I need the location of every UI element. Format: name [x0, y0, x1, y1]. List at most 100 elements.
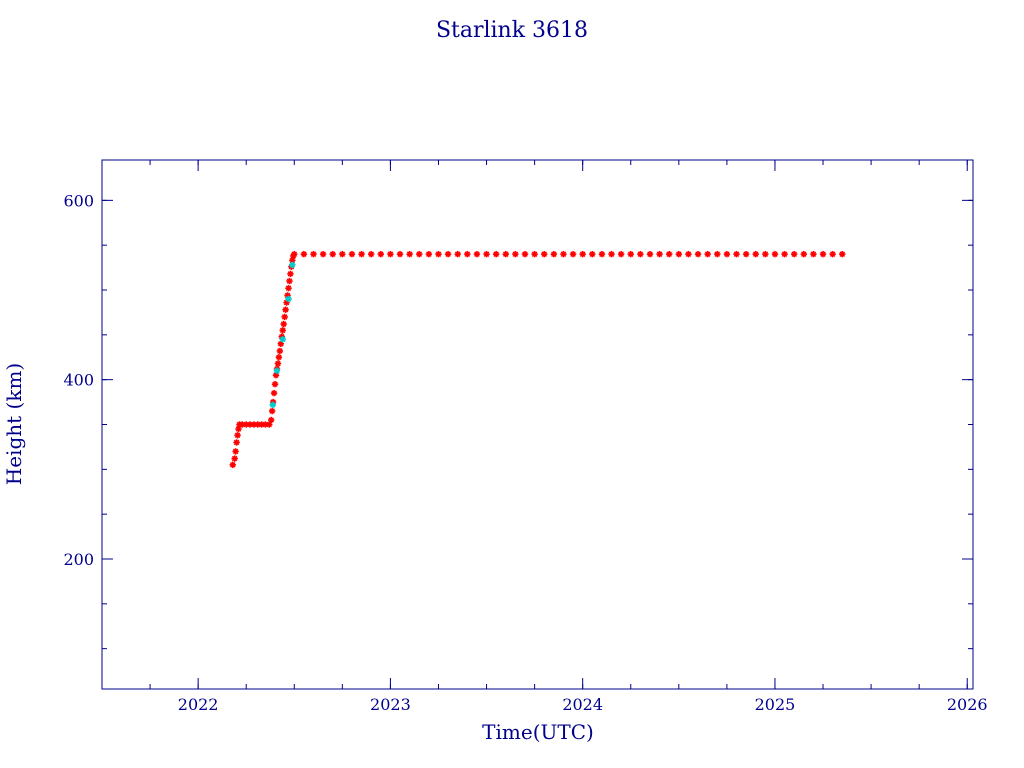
data-point — [396, 250, 404, 258]
data-point — [319, 250, 327, 258]
y-tick-label: 200 — [63, 550, 94, 569]
data-point — [229, 461, 236, 469]
data-point — [666, 250, 673, 258]
data-point — [723, 250, 731, 258]
data-point — [771, 250, 779, 258]
data-point — [377, 250, 384, 258]
data-point — [829, 250, 836, 258]
plot-frame — [101, 159, 974, 690]
x-tick-label: 2026 — [947, 695, 988, 714]
y-tick-label: 400 — [63, 371, 94, 390]
data-point — [742, 250, 750, 258]
data-point — [285, 295, 292, 303]
data-point — [329, 250, 336, 258]
data-point — [435, 250, 442, 258]
data-point — [685, 250, 692, 258]
data-point — [694, 250, 702, 258]
data-point — [279, 327, 286, 334]
data-point — [627, 250, 634, 258]
data-point — [579, 250, 586, 258]
data-point — [232, 448, 239, 455]
axis-tick-labels: 2022 2023 2024 2025 2026 200 400 600 — [63, 191, 987, 714]
x-axis-label: Time(UTC) — [482, 720, 594, 744]
data-point — [512, 250, 519, 258]
x-tick-label: 2022 — [178, 695, 219, 714]
data-point — [839, 250, 846, 258]
data-point — [790, 250, 798, 258]
data-point — [285, 285, 292, 292]
data-point — [279, 336, 286, 343]
data-point — [589, 250, 596, 258]
data-point — [541, 250, 548, 258]
data-points — [229, 250, 846, 469]
data-point — [270, 389, 278, 397]
data-point — [704, 250, 711, 258]
data-point — [492, 250, 500, 258]
x-tick-label: 2023 — [370, 695, 411, 714]
data-point — [387, 250, 394, 258]
data-point — [646, 250, 654, 258]
data-point — [656, 250, 663, 258]
data-point — [800, 250, 807, 258]
data-point — [608, 250, 615, 258]
data-point — [289, 261, 296, 269]
x-tick-label: 2024 — [562, 695, 603, 714]
data-point — [637, 250, 644, 258]
data-point — [300, 250, 308, 258]
data-point — [454, 250, 461, 258]
data-point — [268, 407, 276, 415]
x-tick-label: 2025 — [755, 695, 796, 714]
data-point — [276, 347, 284, 355]
data-point — [291, 250, 298, 258]
data-point — [275, 354, 283, 361]
data-point — [406, 250, 413, 258]
data-point — [310, 250, 317, 258]
data-point — [598, 250, 606, 258]
plot-area — [101, 159, 974, 690]
data-point — [531, 250, 538, 258]
data-point — [282, 306, 289, 313]
data-point — [273, 367, 281, 374]
data-point — [348, 250, 356, 258]
data-point — [339, 250, 346, 258]
data-point — [569, 250, 577, 258]
data-point — [675, 250, 683, 258]
data-point — [483, 250, 490, 258]
data-point — [287, 270, 294, 278]
data-point — [781, 250, 788, 258]
data-point — [281, 313, 288, 321]
data-point — [473, 250, 481, 258]
data-point — [268, 416, 275, 424]
data-point — [762, 250, 769, 258]
data-point — [367, 250, 375, 258]
data-point — [521, 250, 529, 258]
y-tick-label: 600 — [63, 191, 94, 210]
data-point — [280, 320, 287, 328]
data-point — [274, 360, 282, 367]
data-point — [271, 380, 279, 388]
data-point — [425, 250, 433, 258]
data-point — [733, 250, 740, 258]
data-point — [752, 250, 759, 258]
data-point — [234, 432, 241, 439]
data-point — [810, 250, 817, 258]
data-point — [444, 250, 452, 258]
data-point — [286, 277, 293, 285]
data-point — [502, 250, 509, 258]
data-point — [233, 439, 240, 446]
data-point — [358, 250, 365, 258]
data-point — [819, 250, 827, 258]
data-point — [617, 250, 625, 258]
data-point — [416, 250, 423, 258]
data-point — [231, 455, 238, 462]
data-point — [714, 250, 721, 258]
axis-ticks — [101, 160, 973, 689]
data-point — [560, 250, 567, 258]
data-point — [269, 401, 276, 408]
data-point — [550, 250, 558, 258]
data-point — [464, 250, 471, 258]
y-axis-label: Height (km) — [2, 363, 26, 485]
chart-title: Starlink 3618 — [436, 18, 588, 43]
data-point — [235, 425, 242, 433]
